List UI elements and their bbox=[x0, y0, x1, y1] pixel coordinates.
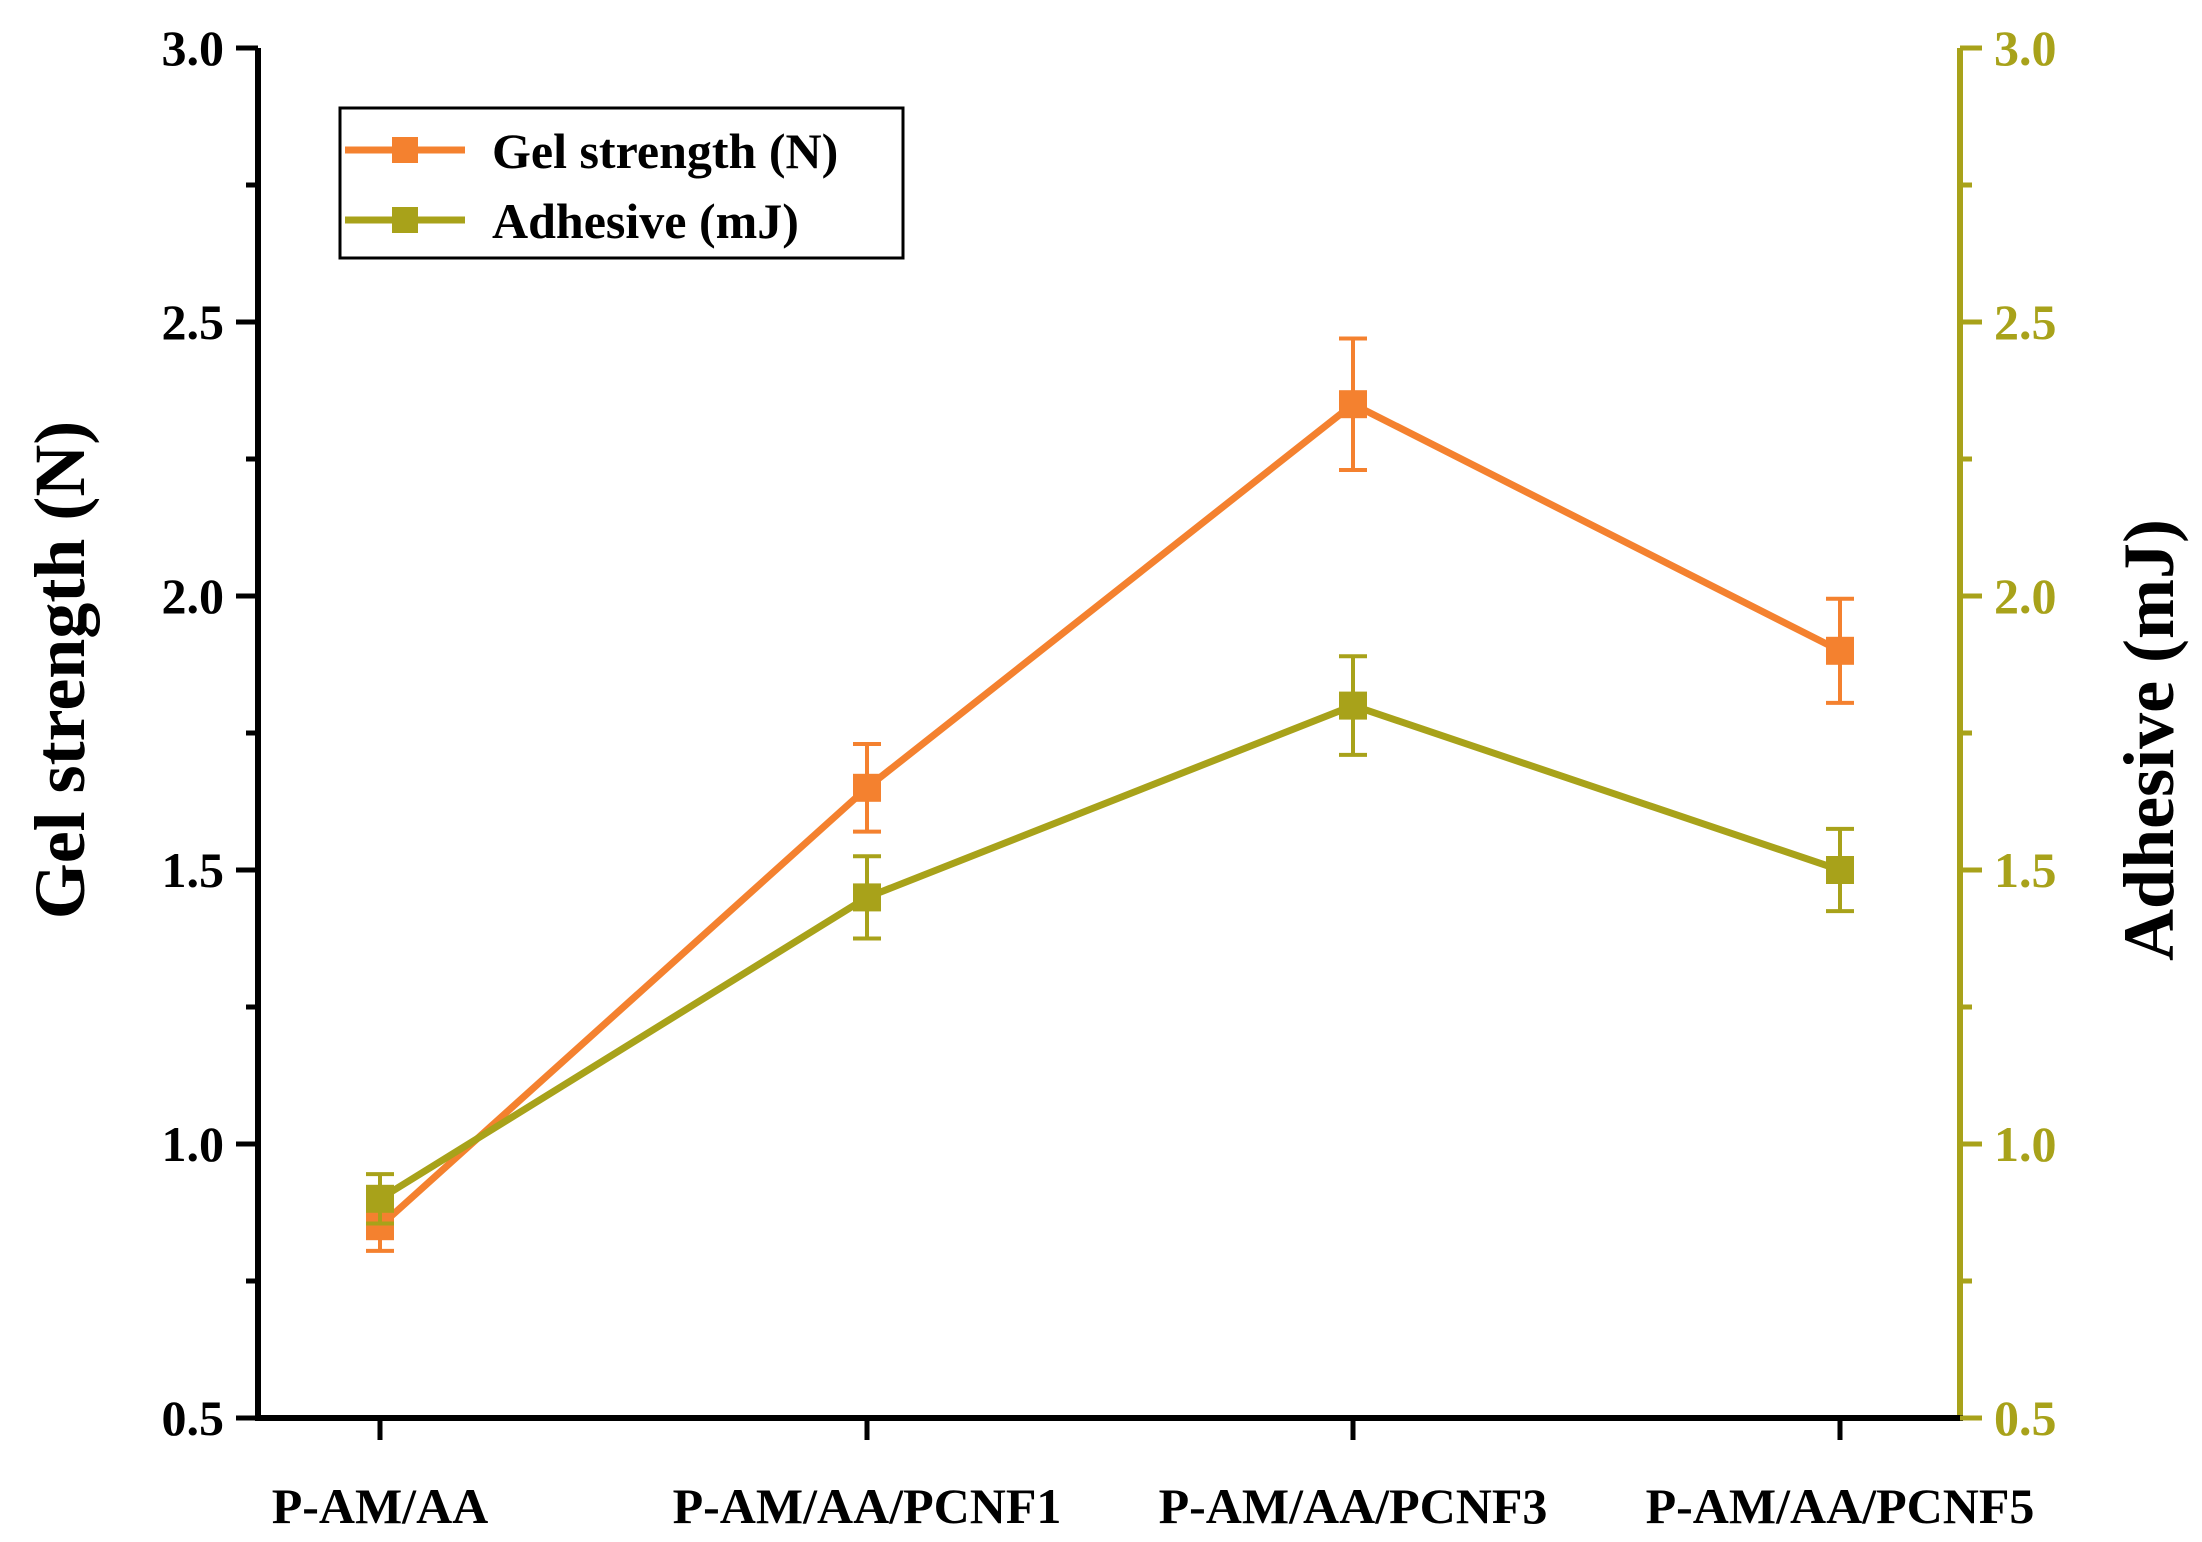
x-tick-label: P-AM/AA bbox=[272, 1478, 489, 1534]
x-tick-label: P-AM/AA/PCNF3 bbox=[1159, 1478, 1548, 1534]
y-right-tick-label: 0.5 bbox=[1994, 1390, 2057, 1446]
legend-marker-adhesive bbox=[392, 207, 418, 233]
data-point-adhesive-mj bbox=[853, 883, 881, 912]
y-left-tick-label: 0.5 bbox=[162, 1390, 225, 1446]
y-left-tick-label: 1.0 bbox=[162, 1116, 225, 1172]
legend-marker-gel-strength bbox=[392, 137, 418, 163]
legend-label-gel-strength: Gel strength (N) bbox=[492, 123, 838, 179]
y-right-tick-label: 2.0 bbox=[1994, 568, 2057, 624]
data-point-gel-strength-n bbox=[1339, 390, 1367, 419]
series-line-gel-strength-n bbox=[377, 400, 1842, 1229]
series-layer bbox=[366, 336, 1854, 1253]
legend-box bbox=[338, 106, 905, 260]
y-right-axis-title: Adhesive (mJ) bbox=[2109, 519, 2189, 961]
legend: Gel strength (N) Adhesive (mJ) bbox=[338, 106, 905, 260]
x-tick-label: P-AM/AA/PCNF1 bbox=[673, 1478, 1062, 1534]
y-left-tick-label: 2.0 bbox=[162, 568, 225, 624]
y-right-tick-label: 1.0 bbox=[1994, 1116, 2057, 1172]
data-point-adhesive-mj bbox=[1339, 691, 1367, 720]
y-right-tick-label: 1.5 bbox=[1994, 842, 2057, 898]
data-point-gel-strength-n bbox=[1826, 636, 1854, 665]
series-gel-strength-n bbox=[366, 336, 1854, 1253]
series-line-adhesive-mj bbox=[378, 702, 1842, 1202]
data-point-gel-strength-n bbox=[853, 773, 881, 802]
x-tick-label: P-AM/AA/PCNF5 bbox=[1646, 1478, 2035, 1534]
y-right-tick-label: 3.0 bbox=[1994, 20, 2057, 76]
y-left-axis-title: Gel strength (N) bbox=[20, 421, 100, 920]
data-point-adhesive-mj bbox=[1826, 856, 1854, 884]
legend-label-adhesive: Adhesive (mJ) bbox=[492, 193, 799, 249]
y-left-tick-label: 2.5 bbox=[162, 294, 225, 350]
y-left-tick-label: 1.5 bbox=[162, 842, 225, 898]
series-adhesive-mj bbox=[366, 654, 1854, 1226]
y-right-tick-label: 2.5 bbox=[1994, 294, 2057, 350]
data-point-adhesive-mj bbox=[366, 1184, 394, 1213]
axes-group: 0.5 1.0 1.5 2.0 2.5 3.0 0.5 1.0 1.5 2.0 2.5 3.0 P-AM… bbox=[162, 20, 2057, 1534]
y-left-tick-label: 3.0 bbox=[162, 20, 225, 76]
